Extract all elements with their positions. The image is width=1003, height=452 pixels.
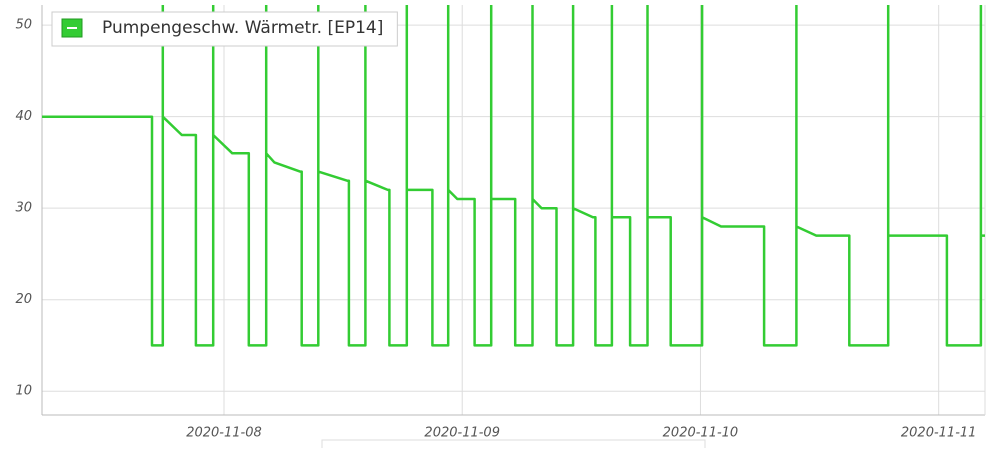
legend-box bbox=[51, 11, 398, 47]
legend-label: Pumpengeschw. Wärmetr. [EP14] bbox=[102, 18, 383, 38]
legend: Pumpengeschw. Wärmetr. [EP14] bbox=[51, 11, 398, 47]
plot-area bbox=[42, 5, 985, 347]
x-tick-label: 2020-11-08 bbox=[186, 426, 262, 441]
y-tick-label: 20 bbox=[15, 292, 32, 307]
y-tick-label: 50 bbox=[15, 18, 32, 33]
x-tick-label: 2020-11-11 bbox=[901, 426, 977, 441]
y-tick-label: 10 bbox=[15, 384, 32, 399]
x-tick-label: 2020-11-09 bbox=[424, 426, 500, 441]
y-tick-label: 30 bbox=[15, 201, 32, 216]
series-line bbox=[42, 5, 985, 347]
y-tick-label: 40 bbox=[15, 109, 32, 124]
range-selector bbox=[321, 439, 706, 451]
x-tick-label: 2020-11-10 bbox=[663, 426, 739, 441]
